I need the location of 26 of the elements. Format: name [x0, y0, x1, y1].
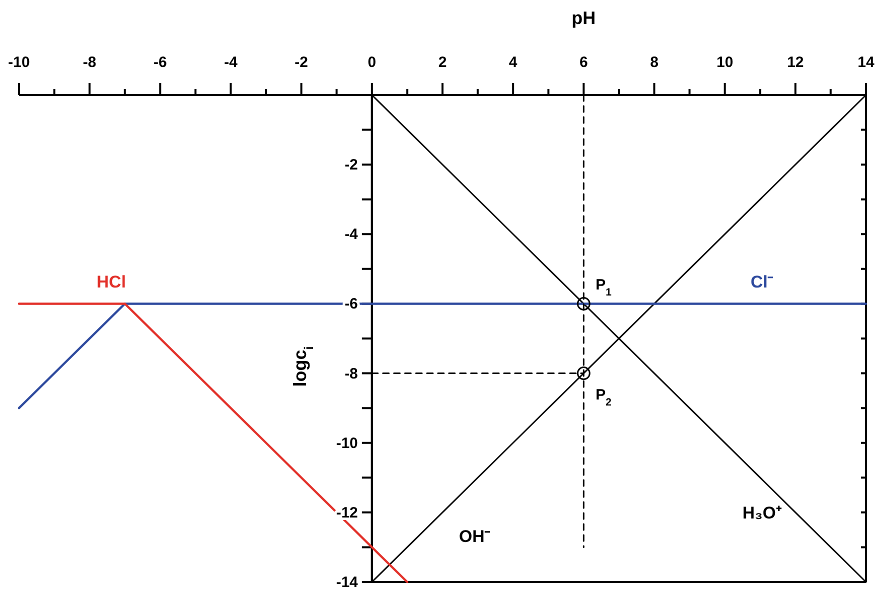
x-tick-label: -4 — [224, 54, 238, 71]
x-tick-label: 6 — [579, 54, 588, 71]
y-tick-label: -8 — [344, 365, 358, 382]
y-tick-label: -2 — [344, 156, 358, 174]
annotation: P$_{1}$ — [596, 276, 612, 299]
x-tick-label: -8 — [82, 54, 96, 71]
series-label: Cl⁻ — [750, 272, 774, 292]
y-tick-label: -12 — [336, 504, 358, 522]
x-tick-label: 14 — [858, 54, 875, 71]
series-label: OH⁻ — [458, 527, 490, 546]
x-tick-label: 10 — [716, 54, 734, 71]
annotation: P$_{2}$ — [596, 386, 612, 408]
y-tick-label: -4 — [344, 226, 359, 244]
y-tick-label: -14 — [336, 574, 359, 589]
x-tick-label: 4 — [508, 54, 518, 71]
x-tick-label: 12 — [787, 54, 804, 71]
x-axis-title: pH — [572, 8, 596, 28]
series-label: H₃O⁺ — [742, 503, 782, 522]
x-tick-label: 8 — [650, 54, 658, 71]
y-tick-label: -10 — [336, 434, 358, 452]
series-label: HCl — [96, 272, 126, 292]
x-tick-label: -2 — [294, 54, 308, 71]
x-tick-label: 2 — [438, 54, 447, 71]
x-tick-label: -6 — [153, 54, 167, 71]
x-tick-label: -10 — [8, 54, 30, 71]
x-tick-label: 0 — [368, 54, 376, 71]
